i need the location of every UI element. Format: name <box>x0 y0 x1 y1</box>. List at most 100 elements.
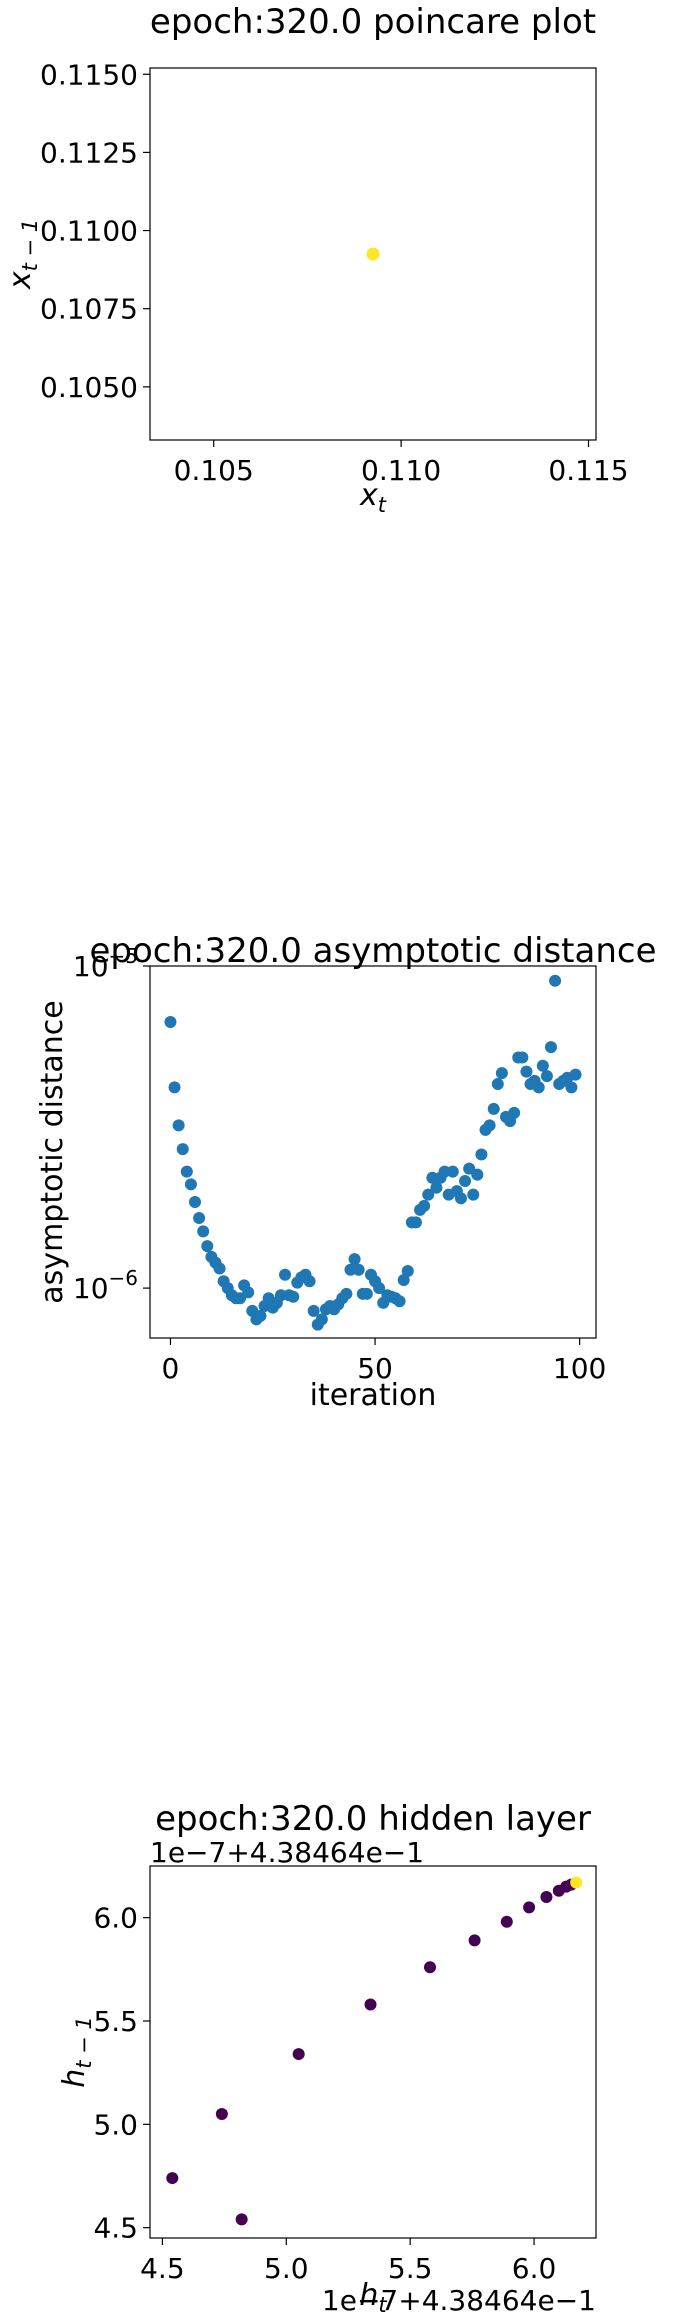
asymptotic-y-tick-exp: −5 <box>109 944 138 968</box>
hidden-x-tick-label: 5.0 <box>264 2252 309 2285</box>
hidden-y-tick-label: 5.0 <box>93 2108 138 2141</box>
hidden-point <box>215 2108 228 2120</box>
asymptotic-point <box>409 1216 422 1229</box>
asymptotic-y-tick-exp: −6 <box>109 1266 138 1290</box>
asymptotic-point <box>418 1199 431 1212</box>
poincare-y-tick-label: 0.1050 <box>40 371 138 404</box>
hidden-layer-chart: epoch:320.0 hidden layer 1e−7+4.38464e−1… <box>57 1799 597 2317</box>
asymptotic-point <box>483 1119 496 1132</box>
hidden-point <box>468 1934 481 1947</box>
hidden-point <box>166 2172 179 2185</box>
asymptotic-point <box>495 1067 508 1080</box>
poincare-y-label: xt − 1 <box>3 219 42 290</box>
asymptotic-point <box>279 1268 292 1281</box>
asymptotic-title: epoch:320.0 asymptotic distance <box>90 931 657 971</box>
asymptotic-point <box>540 1070 553 1083</box>
asymptotic-y-tick-base: 10 <box>73 950 109 983</box>
asymptotic-point <box>373 1282 386 1295</box>
asymptotic-point <box>446 1165 459 1178</box>
asymptotic-point <box>168 1081 181 1094</box>
asymptotic-point <box>213 1262 226 1275</box>
poincare-points <box>366 247 380 261</box>
asymptotic-point <box>549 974 562 987</box>
asymptotic-point <box>565 1081 578 1094</box>
asymptotic-point <box>401 1265 414 1278</box>
hidden-point <box>423 1961 436 1974</box>
asymptotic-point <box>307 1304 320 1317</box>
asymptotic-point <box>454 1192 467 1205</box>
hidden-x-offset: 1e−7+4.38464e−1 <box>322 2284 596 2317</box>
asymptotic-point <box>303 1275 316 1288</box>
poincare-y-ticks: 0.1050 0.1075 0.1100 0.1125 0.1150 <box>40 58 150 404</box>
hidden-x-label-sub: t <box>378 2293 387 2317</box>
hidden-y-tick-label: 4.5 <box>93 2212 138 2245</box>
asymptotic-point <box>467 1188 480 1201</box>
poincare-x-label-base: x <box>359 478 378 513</box>
asymptotic-point <box>536 1059 549 1072</box>
poincare-y-tick-label: 0.1100 <box>40 215 138 248</box>
poincare-y-label-base: x <box>3 271 38 290</box>
poincare-point <box>366 247 380 261</box>
asymptotic-point <box>463 1162 476 1175</box>
asymptotic-x-tick-label: 100 <box>553 1352 606 1385</box>
hidden-title: epoch:320.0 hidden layer <box>155 1799 591 1839</box>
asymptotic-point <box>201 1240 214 1253</box>
asymptotic-point <box>475 1148 488 1161</box>
poincare-x-label: xt <box>359 478 387 517</box>
poincare-plot-area <box>149 67 597 441</box>
asymptotic-point <box>459 1175 472 1188</box>
hidden-x-label: ht <box>359 2278 387 2317</box>
poincare-y-tick-label: 0.1125 <box>40 136 138 169</box>
asymptotic-point <box>544 1041 557 1054</box>
hidden-y-label-sub: t − 1 <box>72 2016 96 2069</box>
hidden-y-ticks: 4.5 5.0 5.5 6.0 <box>93 1902 150 2245</box>
asymptotic-point <box>491 1078 504 1091</box>
asymptotic-point <box>508 1106 521 1119</box>
hidden-point <box>364 1998 377 2011</box>
asymptotic-x-tick-label: 0 <box>162 1352 180 1385</box>
asymptotic-x-ticks: 0 50 100 <box>162 1338 606 1385</box>
asymptotic-point <box>487 1102 500 1115</box>
hidden-y-label-base: h <box>57 2069 92 2088</box>
poincare-x-ticks: 0.105 0.110 0.115 <box>174 440 629 487</box>
asymptotic-point <box>184 1178 197 1191</box>
asymptotic-point <box>397 1273 410 1286</box>
poincare-x-label-sub: t <box>378 493 387 517</box>
asymptotic-point <box>180 1165 193 1178</box>
hidden-y-label: ht − 1 <box>57 2016 96 2088</box>
asymptotic-point <box>189 1196 202 1209</box>
asymptotic-point <box>197 1225 210 1238</box>
asymptotic-points <box>164 974 582 1331</box>
asymptotic-point <box>172 1119 185 1132</box>
asymptotic-point <box>569 1068 582 1081</box>
asymptotic-point <box>532 1081 545 1094</box>
hidden-x-tick-label: 5.5 <box>388 2252 433 2285</box>
asymptotic-point <box>360 1287 373 1300</box>
poincare-x-tick-label: 0.115 <box>548 454 628 487</box>
asymptotic-point <box>254 1309 267 1322</box>
asymptotic-x-label: iteration <box>310 1378 437 1413</box>
hidden-points <box>166 1876 583 2226</box>
hidden-point <box>500 1915 513 1928</box>
hidden-point <box>523 1901 536 1914</box>
asymptotic-point <box>193 1212 206 1225</box>
asymptotic-point <box>315 1313 328 1326</box>
hidden-y-tick-label: 6.0 <box>93 1902 138 1935</box>
asymptotic-y-tick-label: 10−6 <box>73 1266 138 1305</box>
asymptotic-point <box>430 1181 443 1194</box>
asymptotic-y-ticks: 10−610−5 <box>73 944 150 1305</box>
asymptotic-chart: epoch:320.0 asymptotic distance 0 50 100 1… <box>35 931 657 1413</box>
asymptotic-point <box>471 1168 484 1181</box>
asymptotic-point <box>176 1143 189 1156</box>
asymptotic-point <box>520 1065 533 1078</box>
hidden-x-label-base: h <box>359 2278 378 2313</box>
poincare-chart: epoch:320.0 poincare plot 0.105 0.110 0.11… <box>3 2 629 517</box>
poincare-title: epoch:320.0 poincare plot <box>150 2 596 42</box>
asymptotic-point <box>287 1290 300 1303</box>
hidden-plot-area <box>149 1865 597 2239</box>
asymptotic-y-tick-base: 10 <box>73 1272 109 1305</box>
asymptotic-point <box>422 1188 435 1201</box>
asymptotic-point <box>242 1286 255 1299</box>
asymptotic-point <box>348 1253 361 1266</box>
